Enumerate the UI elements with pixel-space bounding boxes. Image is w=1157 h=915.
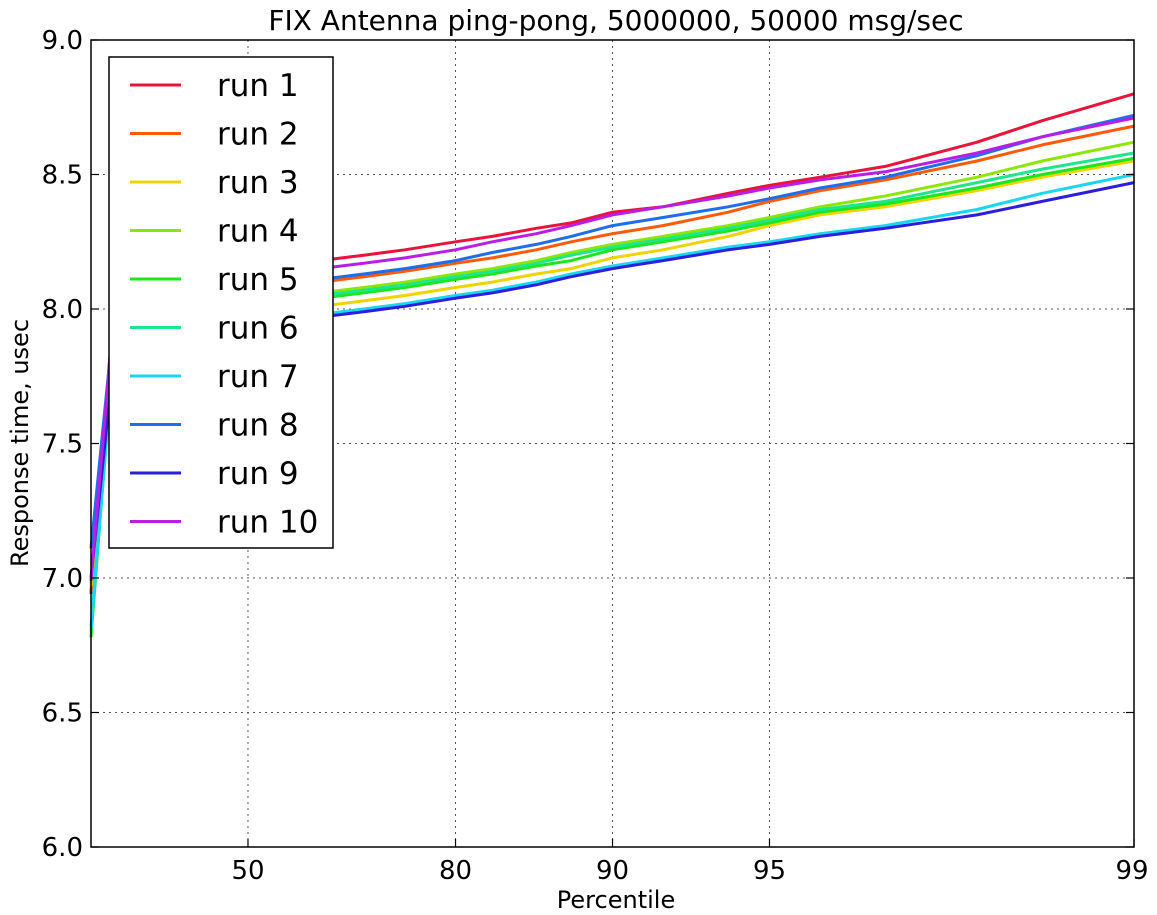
legend-label: run 5 [217, 262, 299, 298]
legend-label: run 7 [217, 359, 299, 395]
x-tick-label: 50 [231, 856, 264, 886]
y-tick-label: 8.0 [42, 295, 83, 325]
x-tick-label: 80 [439, 856, 472, 886]
legend-label: run 1 [217, 68, 299, 104]
legend-label: run 9 [217, 456, 299, 492]
y-tick-label: 7.0 [42, 564, 83, 594]
legend-label: run 2 [217, 117, 299, 153]
legend: run 1 run 2 run 3 run 4 run 5 run 6 run 7 run 8… [108, 56, 334, 549]
y-tick-label: 8.5 [42, 161, 83, 191]
x-axis-label: Percentile [557, 886, 675, 914]
x-tick-label: 95 [753, 856, 786, 886]
chart-title: FIX Antenna ping-pong, 5000000, 50000 ms… [268, 4, 963, 37]
legend-label: run 4 [217, 214, 299, 250]
legend-label: run 10 [217, 505, 318, 541]
x-tick-label: 90 [596, 856, 629, 886]
y-tick-label: 6.0 [42, 833, 83, 863]
x-tick-label: 99 [1115, 856, 1148, 886]
legend-label: run 8 [217, 408, 299, 444]
legend-label: run 3 [217, 165, 299, 201]
legend-box [108, 56, 334, 549]
legend-label: run 6 [217, 311, 299, 347]
y-tick-label: 6.5 [42, 699, 83, 729]
y-axis-label: Response time, usec [6, 319, 34, 567]
y-tick-label: 7.5 [42, 430, 83, 460]
axis-ticks: 6.0 6.5 7.0 7.5 8.0 8.5 9.0 50 80 90 95 99 [42, 26, 1149, 886]
y-tick-label: 9.0 [42, 26, 83, 56]
